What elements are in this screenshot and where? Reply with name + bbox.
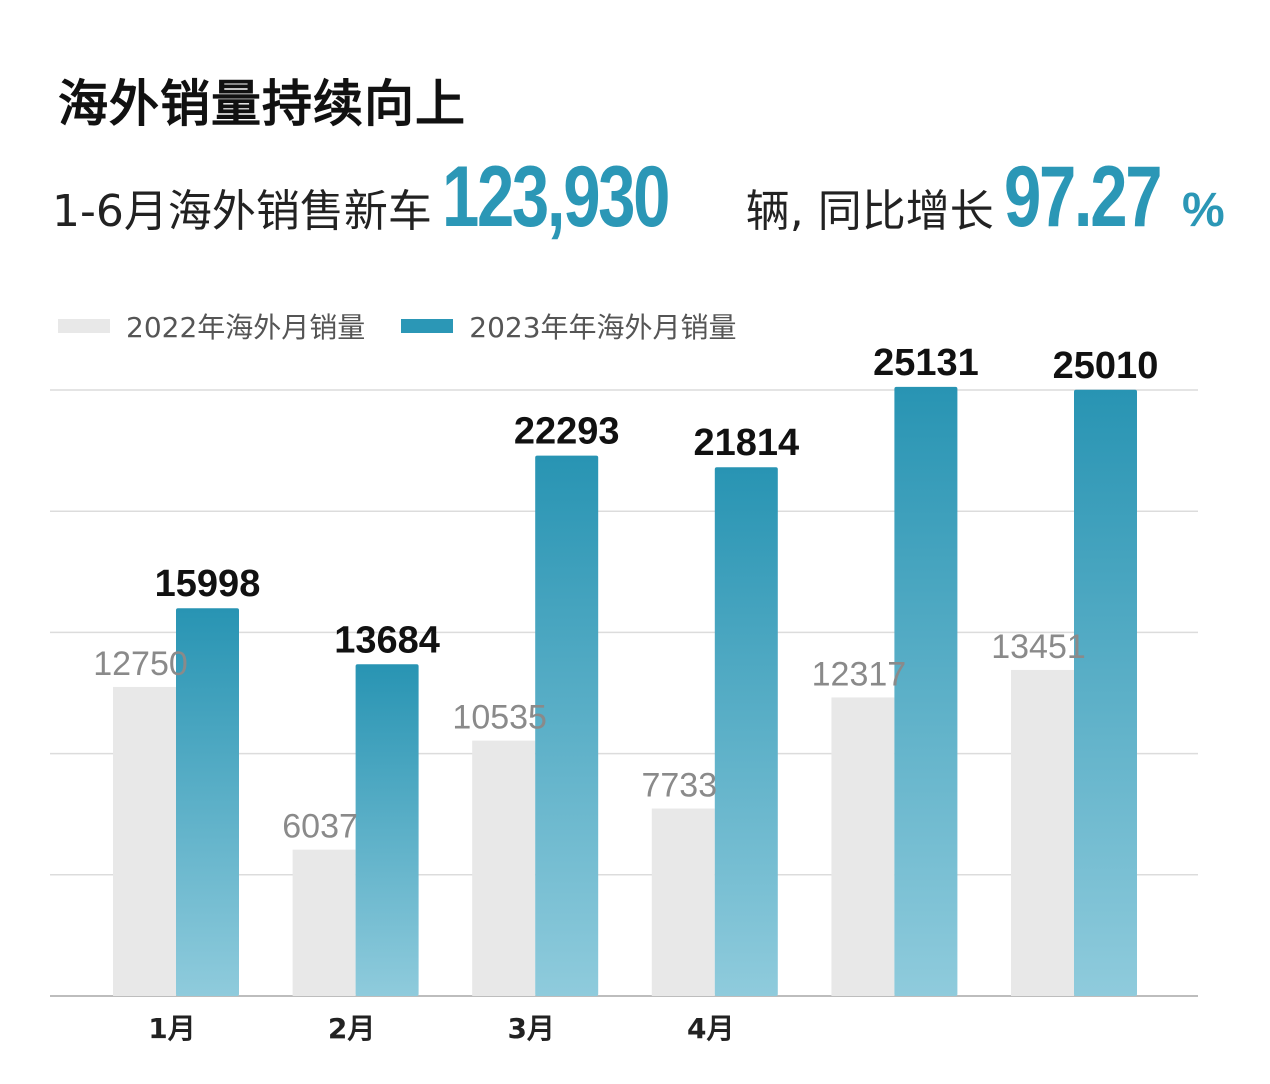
chart-title: 海外销量持续向上 (58, 75, 466, 133)
bar-2022 (1011, 669, 1074, 996)
data-label-2022: 12317 (812, 655, 907, 693)
data-label-2022: 7733 (641, 767, 717, 805)
bar-2022 (113, 686, 176, 996)
chart-subtitle: 1-6月海外销售新车 123,930 辆, 同比增长 97.27 % (52, 148, 1225, 245)
legend-item-2022: 2022年海外月销量 (58, 306, 365, 346)
legend-item-2023: 2023年年海外月销量 (401, 306, 737, 346)
growth-unit: % (1181, 184, 1225, 237)
data-label-2023: 22293 (514, 411, 620, 453)
x-tick-label: 1月 (148, 1012, 195, 1045)
data-label-2023: 25010 (1053, 345, 1159, 387)
legend-swatch-2022 (58, 319, 110, 333)
growth-value: 97.27 (1003, 149, 1163, 245)
legend-swatch-2023 (401, 319, 454, 333)
bar-2022 (651, 808, 715, 996)
data-label-2023: 21814 (693, 422, 799, 464)
legend-label-2022: 2022年海外月销量 (126, 311, 366, 344)
bar-2023 (176, 608, 239, 996)
legend-label-2023: 2023年年海外月销量 (469, 311, 737, 344)
x-tick-label: 3月 (507, 1012, 554, 1045)
bar-2023 (535, 455, 599, 996)
bar-2023 (355, 664, 419, 996)
data-label-2023: 13684 (334, 619, 440, 661)
bar-2022 (831, 697, 895, 996)
subtitle-prefix: 1-6月海外销售新车 (52, 186, 432, 237)
data-label-2022: 10535 (452, 699, 547, 737)
data-label-2023: 25131 (873, 342, 979, 384)
bar-2023 (1074, 389, 1137, 997)
bar-2022 (292, 849, 356, 996)
bar-2022 (472, 740, 536, 996)
x-tick-label: 4月 (687, 1012, 734, 1045)
data-label-2022: 13451 (991, 628, 1086, 666)
data-label-2023: 15998 (155, 563, 261, 605)
data-label-2022: 12750 (93, 645, 188, 683)
data-label-2022: 6037 (282, 808, 358, 846)
bar-2023 (894, 386, 958, 996)
subtitle-mid: 辆, 同比增长 (745, 186, 994, 237)
bar-2023 (714, 467, 778, 996)
total-sales-value: 123,930 (441, 149, 670, 245)
chart-legend: 2022年海外月销量 2023年年海外月销量 (58, 306, 773, 346)
x-tick-label: 2月 (328, 1012, 375, 1045)
